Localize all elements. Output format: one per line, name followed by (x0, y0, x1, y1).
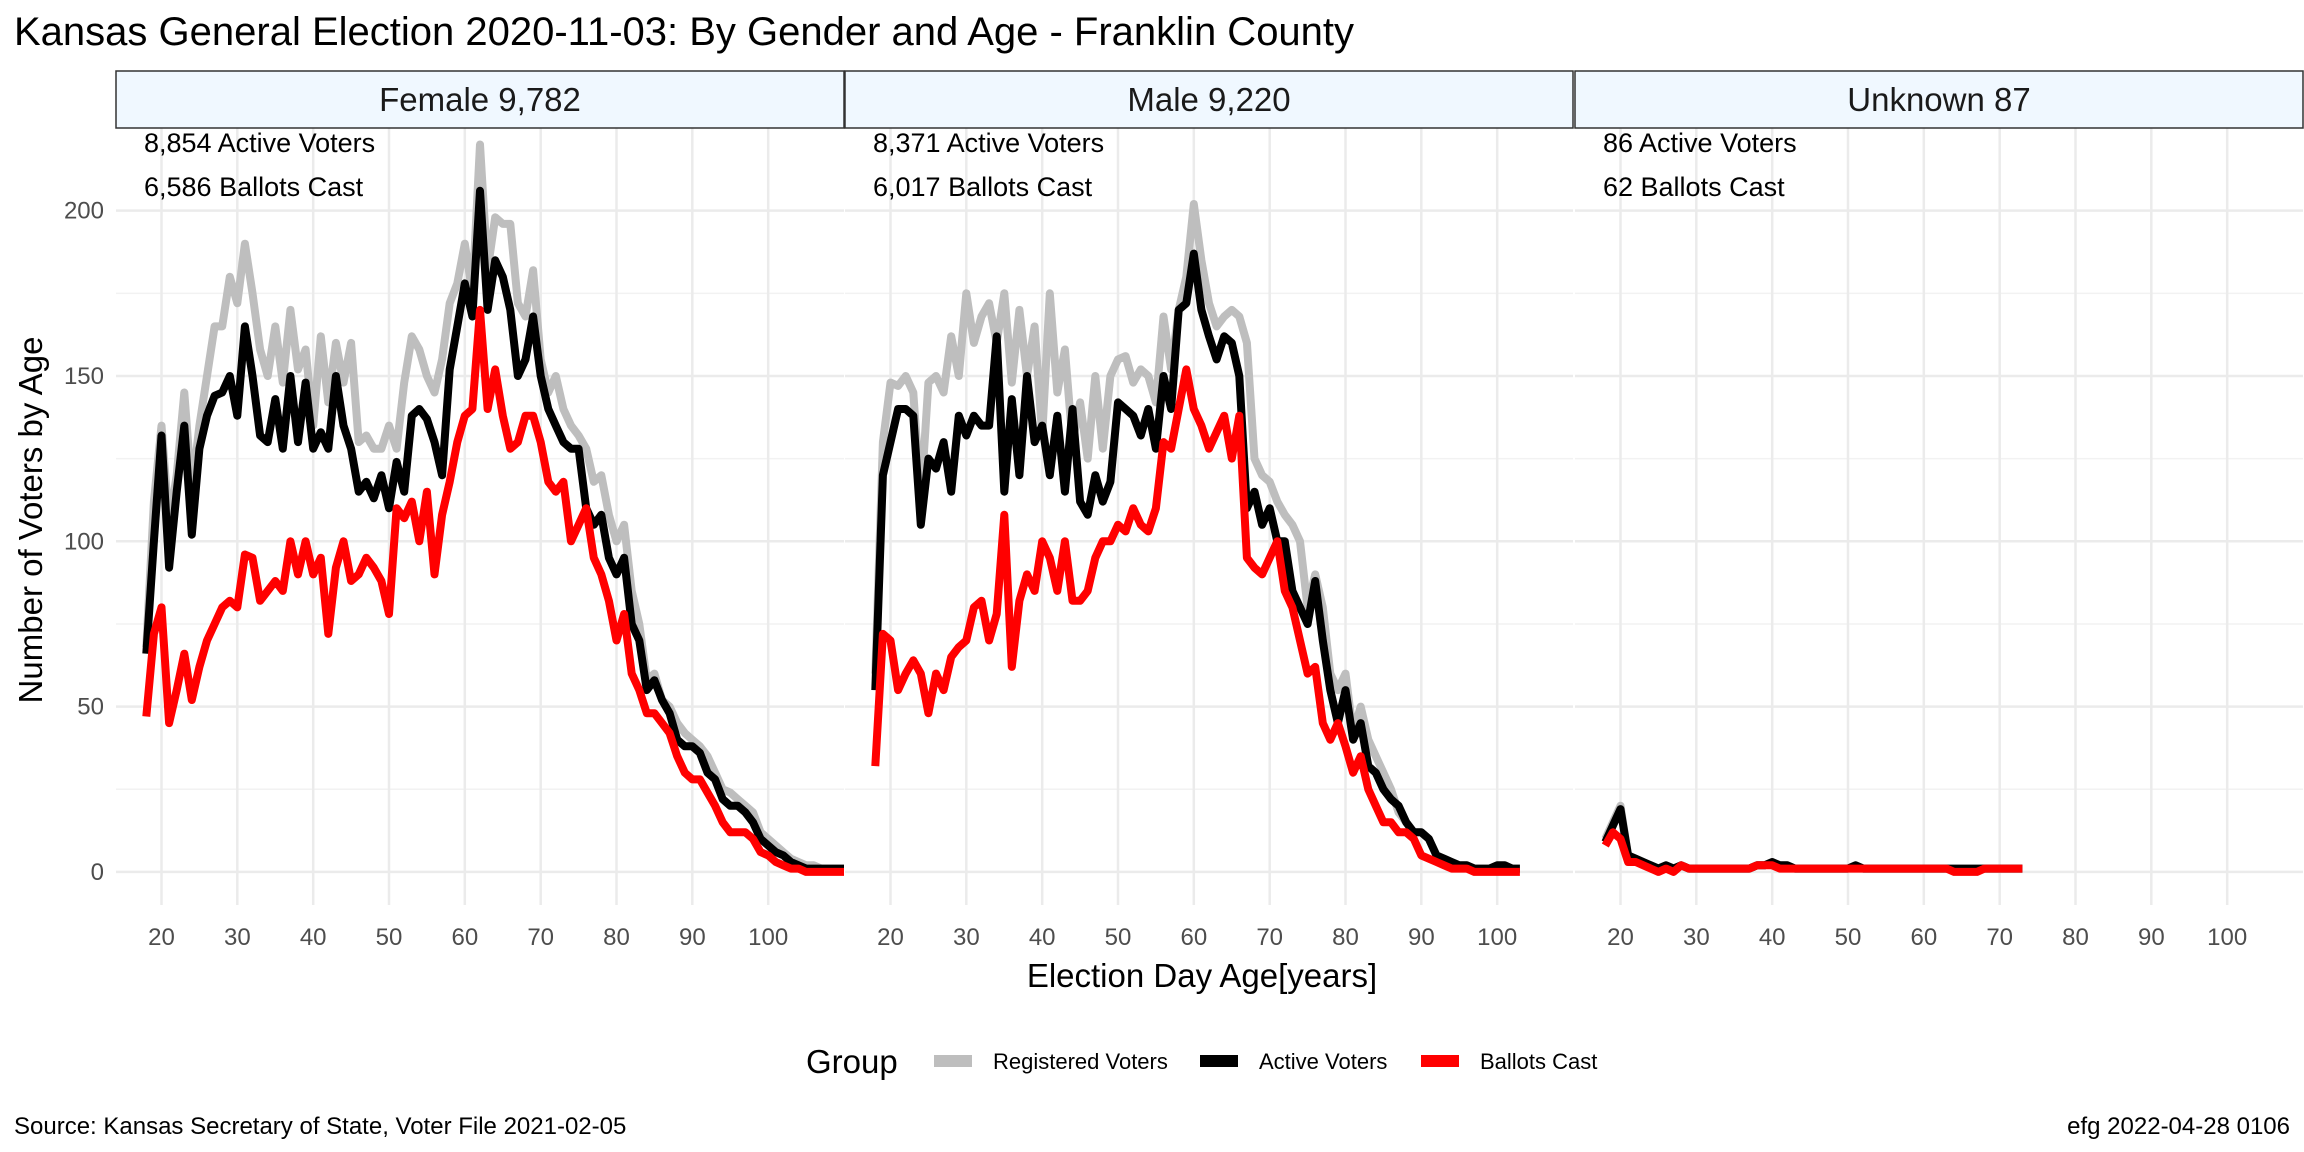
panel-note: 6,586 Ballots Cast (144, 172, 364, 202)
facet-strip-label: Male 9,220 (1127, 81, 1290, 118)
panel-note: 8,371 Active Voters (873, 128, 1104, 158)
x-tick-label: 100 (748, 924, 788, 951)
y-tick-label: 150 (64, 363, 104, 390)
facet-strip (844, 70, 1574, 129)
x-tick-label: 30 (953, 924, 980, 951)
series-line-registered-voters (1601, 801, 2023, 873)
x-tick-label: 80 (603, 924, 630, 951)
x-tick-label: 100 (2207, 924, 2247, 951)
panel-female: Female 9,782 20 30 40 50 60 70 80 90 100 0 50 100 150… (64, 70, 845, 951)
y-tick-label: 0 (91, 859, 104, 886)
legend-title: Group (806, 1043, 898, 1080)
source-caption: Source: Kansas Secretary of State, Voter… (14, 1113, 626, 1140)
legend-label-registered: Registered Voters (993, 1049, 1168, 1074)
y-tick-label: 200 (64, 198, 104, 225)
series-line-registered-voters (142, 140, 844, 873)
y-tick-label: 50 (77, 694, 104, 721)
x-tick-label: 50 (1105, 924, 1132, 951)
facet-strip (1574, 70, 2304, 129)
series-line-active-voters (871, 249, 1520, 873)
facet-strip (115, 70, 845, 129)
series-line-ballots-cast (142, 305, 844, 876)
series-line-ballots-cast (871, 365, 1520, 876)
facet-strip-label: Female 9,782 (379, 81, 581, 118)
facet-panels: Female 9,782 20 30 40 50 60 70 80 90 100 0 50 100 150… (64, 70, 2304, 951)
series-line-ballots-cast (1601, 828, 2023, 876)
credit-caption: efg 2022-04-28 0106 (2067, 1113, 2290, 1140)
x-tick-label: 20 (148, 924, 175, 951)
facet-strip-label: Unknown 87 (1847, 81, 2030, 118)
x-tick-label: 20 (1607, 924, 1634, 951)
chart-title: Kansas General Election 2020-11-03: By G… (14, 10, 1354, 54)
x-tick-label: 70 (1256, 924, 1283, 951)
x-tick-label: 30 (1683, 924, 1710, 951)
x-tick-label: 60 (1180, 924, 1207, 951)
legend-item-active: Active Voters (1200, 1049, 1387, 1074)
x-tick-label: 80 (2062, 924, 2089, 951)
x-tick-label: 30 (224, 924, 251, 951)
panel-note: 86 Active Voters (1603, 128, 1797, 158)
panel-note: 6,017 Ballots Cast (873, 172, 1093, 202)
x-tick-label: 50 (1835, 924, 1862, 951)
x-tick-label: 40 (300, 924, 327, 951)
x-tick-label: 80 (1332, 924, 1359, 951)
x-tick-label: 50 (376, 924, 403, 951)
x-tick-label: 40 (1029, 924, 1056, 951)
x-tick-label: 70 (1986, 924, 2013, 951)
x-tick-label: 60 (451, 924, 478, 951)
x-tick-label: 40 (1759, 924, 1786, 951)
x-tick-label: 100 (1477, 924, 1517, 951)
series-line-active-voters (142, 186, 844, 873)
x-tick-label: 90 (2138, 924, 2165, 951)
panel-note: 62 Ballots Cast (1603, 172, 1785, 202)
x-tick-label: 70 (527, 924, 554, 951)
legend-item-ballots: Ballots Cast (1421, 1049, 1597, 1074)
legend: Group Registered Voters Active Voters Ba… (806, 1043, 1597, 1080)
panel-unknown: Unknown 87 20 30 40 50 60 70 80 90 100 86 Active V… (1574, 70, 2304, 951)
legend-label-ballots: Ballots Cast (1480, 1049, 1597, 1074)
series-line-active-voters (1601, 805, 2023, 873)
legend-item-registered: Registered Voters (934, 1049, 1168, 1074)
x-tick-label: 20 (877, 924, 904, 951)
x-axis-label: Election Day Age[years] (1027, 957, 1377, 994)
y-axis-label: Number of Voters by Age (12, 337, 49, 704)
x-tick-label: 90 (1408, 924, 1435, 951)
panel-note: 8,854 Active Voters (144, 128, 375, 158)
legend-label-active: Active Voters (1259, 1049, 1387, 1074)
panel-male: Male 9,220 20 30 40 50 60 70 80 90 100 8,371 Activ… (844, 70, 1574, 951)
y-tick-label: 100 (64, 528, 104, 555)
x-tick-label: 60 (1910, 924, 1937, 951)
x-tick-label: 90 (679, 924, 706, 951)
